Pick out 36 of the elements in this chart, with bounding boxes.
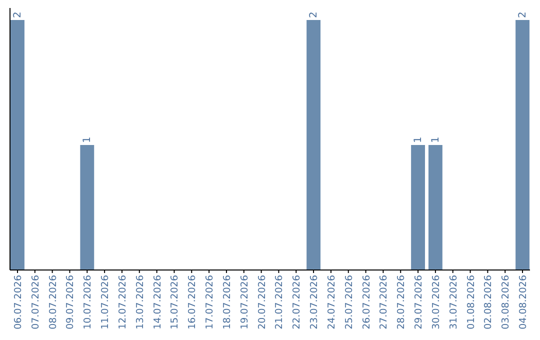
x-tick-label: 02.08.2026 xyxy=(483,275,494,330)
data-label: 1 xyxy=(413,136,424,143)
x-tick-label: 14.07.2026 xyxy=(152,275,164,330)
data-label: 1 xyxy=(430,136,442,143)
x-tick-label: 01.08.2026 xyxy=(466,275,477,330)
x-tick-label: 07.07.2026 xyxy=(30,275,42,330)
x-tick-label: 13.07.2026 xyxy=(134,275,146,330)
x-tick-label: 16.07.2026 xyxy=(187,275,198,330)
data-label: 2 xyxy=(308,12,320,18)
x-tick-label: 06.07.2026 xyxy=(12,275,24,330)
x-tick-label: 22.07.2026 xyxy=(292,275,303,330)
x-tick-label: 21.07.2026 xyxy=(274,275,286,330)
x-tick-label: 15.07.2026 xyxy=(170,275,181,330)
x-tick-label: 23.07.2026 xyxy=(309,275,320,330)
x-tick-label: 03.08.2026 xyxy=(500,275,512,330)
x-tick-label: 10.07.2026 xyxy=(82,275,94,330)
data-label: 2 xyxy=(12,12,24,18)
x-tick-label: 04.08.2026 xyxy=(518,275,530,330)
x-tick-label: 17.07.2026 xyxy=(204,275,216,330)
x-tick-label: 20.07.2026 xyxy=(256,275,268,330)
x-tick-label: 31.07.2026 xyxy=(448,275,460,330)
data-label: 1 xyxy=(82,136,94,143)
x-tick-label: 25.07.2026 xyxy=(344,275,355,330)
x-tick-label: 24.07.2026 xyxy=(326,275,338,330)
x-tick-label: 12.07.2026 xyxy=(117,275,128,330)
x-tick-label: 28.07.2026 xyxy=(396,275,408,330)
x-tick-label: 18.07.2026 xyxy=(222,275,233,330)
x-tick-label: 19.07.2026 xyxy=(239,275,250,330)
x-tick-label: 08.07.2026 xyxy=(48,275,59,330)
x-tick-label: 26.07.2026 xyxy=(361,275,372,330)
x-tick-label: 09.07.2026 xyxy=(65,275,76,330)
x-tick-label: 29.07.2026 xyxy=(414,275,425,330)
x-tick-label: 27.07.2026 xyxy=(378,275,390,330)
data-label: 2 xyxy=(518,12,529,18)
x-tick-label: 30.07.2026 xyxy=(430,275,442,330)
x-tick-label: 11.07.2026 xyxy=(100,275,112,330)
